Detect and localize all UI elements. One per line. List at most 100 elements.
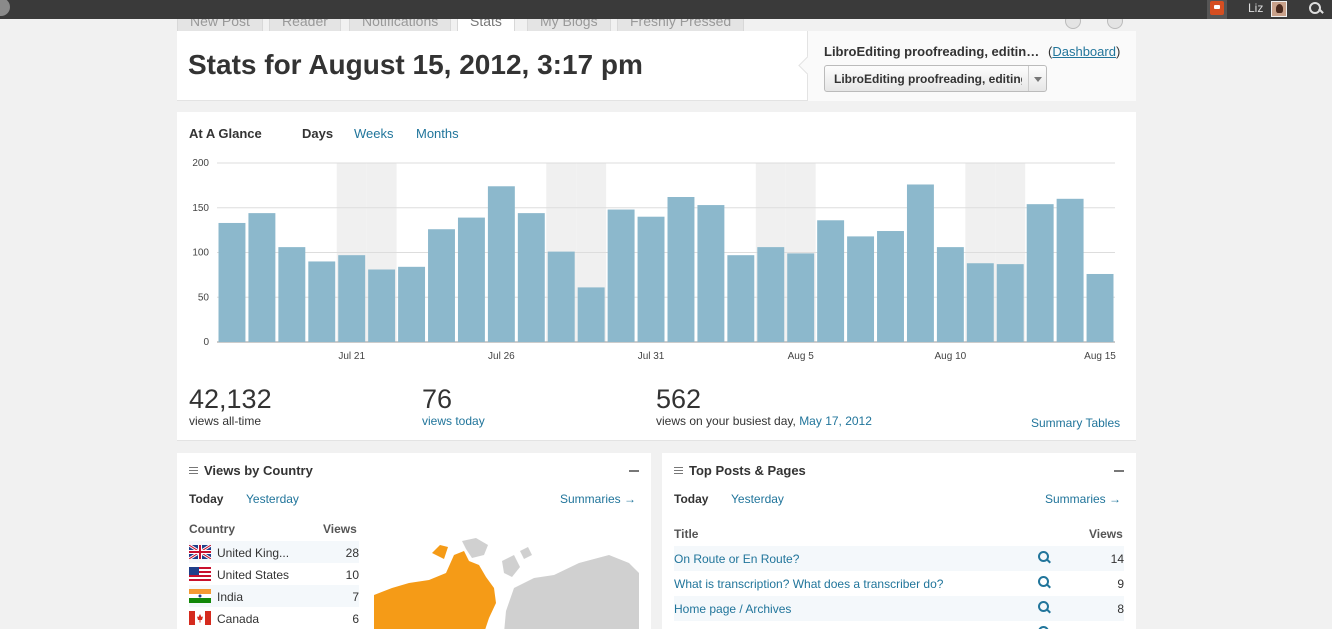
zoom-icon[interactable] [1037, 550, 1051, 564]
y-tick-label: 100 [192, 248, 209, 259]
table-row[interactable]: India 7 [189, 585, 359, 607]
y-tick-label: 200 [192, 158, 209, 169]
tab-new-post[interactable]: New Post [177, 19, 263, 31]
stat-alltime: 42,132 views all-time [189, 384, 272, 428]
map-region-highlighted[interactable] [374, 551, 496, 629]
wordpress-logo-icon[interactable] [0, 0, 12, 19]
tab-today[interactable]: Today [674, 492, 709, 506]
drag-handle-icon[interactable] [674, 467, 683, 474]
drag-handle-icon[interactable] [189, 467, 198, 474]
stats-header: Stats for August 15, 2012, 3:17 pm Libro… [177, 31, 1136, 101]
table-row[interactable]: Canada 6 [189, 607, 359, 629]
table-row [674, 621, 1124, 629]
chart-bar [697, 205, 725, 342]
summaries-link[interactable]: Summaries → [560, 492, 637, 506]
chart-bar [218, 222, 246, 342]
period-weeks[interactable]: Weeks [354, 126, 394, 141]
map-region[interactable] [504, 555, 639, 629]
chart-bar [308, 261, 336, 342]
tab-today[interactable]: Today [189, 492, 224, 506]
chart-bar [368, 269, 396, 342]
tab-reader[interactable]: Reader [269, 19, 341, 31]
zoom-icon[interactable] [1037, 600, 1051, 614]
notifications-icon[interactable] [1207, 0, 1227, 19]
chevron-down-icon [1028, 66, 1046, 91]
search-icon[interactable] [1307, 1, 1325, 19]
help-icon[interactable] [1107, 19, 1123, 29]
blog-select[interactable]: LibroEditing proofreading, editing, tran… [824, 65, 1047, 92]
country-name: Canada [217, 612, 260, 626]
chart-bar [996, 264, 1024, 342]
dashboard-link[interactable]: Dashboard [1052, 44, 1116, 59]
panel-title: Views by Country [189, 463, 313, 478]
world-map[interactable] [374, 533, 639, 629]
tab-yesterday[interactable]: Yesterday [731, 492, 784, 506]
blog-switcher: LibroEditing proofreading, editin… (Dash… [807, 31, 1136, 101]
chart-bar [457, 217, 485, 342]
tab-notifications[interactable]: Notifications [349, 19, 452, 31]
user-name[interactable]: Liz [1248, 1, 1264, 15]
pin-icon[interactable] [1065, 19, 1081, 29]
india-flag-icon [189, 589, 211, 603]
busiest-date-link[interactable]: May 17, 2012 [799, 414, 872, 428]
col-country: Country [189, 522, 235, 536]
country-views: 6 [352, 612, 359, 626]
chart-bar [428, 229, 455, 342]
chart-bar [577, 287, 605, 342]
chart-bar [787, 253, 815, 342]
zoom-icon[interactable] [1037, 625, 1051, 629]
uk-flag-icon [189, 545, 211, 559]
tab-stats[interactable]: Stats [457, 19, 515, 31]
chart-bar [847, 236, 875, 342]
post-title-link[interactable]: What is transcription? What does a trans… [674, 577, 944, 591]
summaries-link[interactable]: Summaries → [1045, 492, 1122, 506]
today-link[interactable]: views today [422, 414, 485, 428]
main-tabs: New Post Reader Notifications Stats My B… [177, 19, 1136, 31]
col-title: Title [674, 527, 699, 541]
period-days[interactable]: Days [302, 126, 334, 141]
busiest-value: 562 [656, 384, 702, 414]
blog-name: LibroEditing proofreading, editin… [824, 44, 1040, 59]
top-posts-panel: Top Posts & Pages Today Yesterday Summar… [662, 453, 1136, 629]
alltime-label: views all-time [189, 414, 262, 428]
table-row: What is transcription? What does a trans… [674, 571, 1124, 596]
panel-title: Top Posts & Pages [674, 463, 806, 478]
country-name: United States [217, 568, 290, 582]
avatar[interactable] [1271, 1, 1287, 17]
chart-bar [727, 255, 755, 342]
chart-bar [487, 186, 515, 342]
map-region-highlighted[interactable] [432, 545, 448, 559]
chart-bar [1026, 204, 1054, 342]
table-row: On Route or En Route? 14 [674, 546, 1124, 571]
x-tick-label: Aug 5 [788, 351, 815, 362]
chart-bar [966, 263, 994, 342]
table-row[interactable]: United King... 28 [189, 541, 359, 563]
tab-my-blogs[interactable]: My Blogs [527, 19, 611, 31]
stat-today: 76 views today [422, 384, 485, 428]
map-region[interactable] [502, 555, 520, 577]
chart-bar [517, 213, 545, 342]
map-region[interactable] [520, 547, 532, 559]
x-tick-label: Jul 21 [338, 351, 365, 362]
x-tick-label: Aug 15 [1084, 351, 1116, 362]
table-row[interactable]: United States 10 [189, 563, 359, 585]
collapse-icon[interactable] [629, 470, 639, 472]
chart-bar [817, 220, 845, 342]
post-title-link[interactable]: On Route or En Route? [674, 552, 800, 566]
chart-bar [667, 197, 695, 342]
zoom-icon[interactable] [1037, 575, 1051, 589]
tab-freshly-pressed[interactable]: Freshly Pressed [617, 19, 745, 31]
col-views: Views [1089, 527, 1123, 541]
tab-yesterday[interactable]: Yesterday [246, 492, 299, 506]
collapse-icon[interactable] [1114, 470, 1124, 472]
period-months[interactable]: Months [416, 126, 459, 141]
map-region[interactable] [462, 538, 488, 558]
post-title-link[interactable]: Home page / Archives [674, 602, 792, 616]
x-tick-label: Aug 10 [935, 351, 967, 362]
chart-bar [547, 251, 575, 342]
summary-tables-link[interactable]: Summary Tables [1031, 416, 1121, 430]
chart-bar [877, 231, 904, 342]
admin-bar: Liz [0, 0, 1332, 19]
busiest-label: views on your busiest day, May 17, 2012 [656, 414, 872, 428]
country-views: 10 [345, 568, 359, 582]
